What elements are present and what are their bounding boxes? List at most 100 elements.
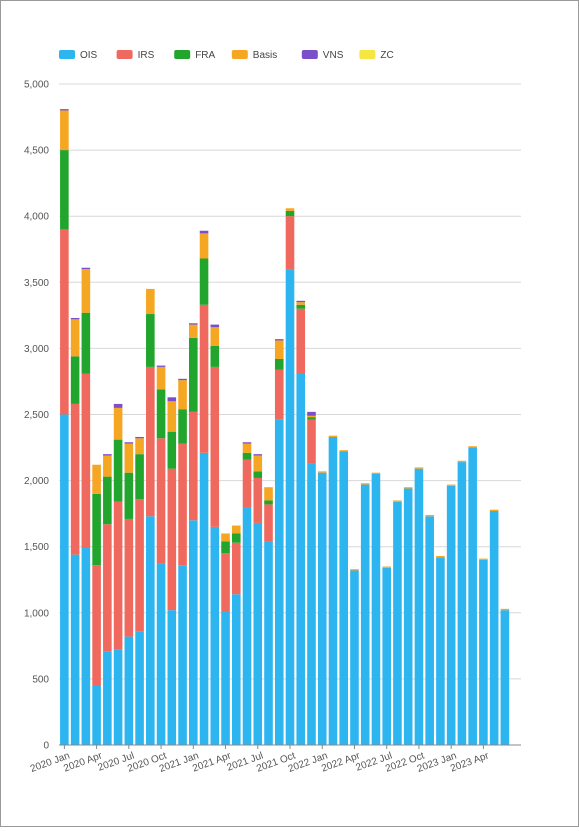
legend-label: IRS <box>138 50 155 61</box>
bar-basis <box>285 208 295 211</box>
bar-vns <box>199 230 209 234</box>
bar-irs <box>221 553 230 612</box>
legend-swatch <box>231 50 248 59</box>
bar-ois <box>178 565 187 745</box>
bar-ois <box>436 557 445 745</box>
y-tick-label: 2,000 <box>24 476 49 487</box>
legend-label: ZC <box>380 50 393 61</box>
legend-item-fra: FRA <box>174 50 216 61</box>
bar-irs <box>70 403 80 555</box>
bar-irs <box>242 459 252 508</box>
bar-ois <box>146 516 155 745</box>
bar-basis <box>231 525 241 534</box>
bar-vns <box>113 403 123 408</box>
bar-ois <box>231 594 241 745</box>
bar-ois <box>285 269 295 745</box>
bar-basis <box>468 446 477 448</box>
bar-irs <box>210 366 220 527</box>
bar-fra <box>242 452 252 460</box>
y-tick-label: 1,000 <box>24 608 49 619</box>
bar-ois <box>81 548 91 745</box>
bar-vns <box>189 323 198 325</box>
bar-basis <box>479 558 488 560</box>
bar-ois <box>210 526 220 745</box>
bar-ois <box>446 485 456 745</box>
bar-basis <box>339 450 349 452</box>
bar-basis <box>178 380 187 410</box>
bar-ois <box>393 501 402 745</box>
bar-basis <box>210 327 220 346</box>
bar-basis <box>70 319 80 357</box>
bar-irs <box>231 542 241 595</box>
bar-basis <box>446 484 456 486</box>
bar-irs <box>135 499 144 632</box>
bar-ois <box>92 685 101 745</box>
bar-ois <box>167 610 177 745</box>
bar-fra <box>124 472 134 519</box>
bar-irs <box>264 504 273 542</box>
bar-fra <box>178 409 187 444</box>
bar-basis <box>382 566 391 568</box>
bar-basis <box>436 555 445 558</box>
bar-vns <box>124 442 134 444</box>
bar-fra <box>167 431 177 469</box>
bar-irs <box>296 308 306 374</box>
bar-basis <box>403 487 413 489</box>
bar-basis <box>489 509 499 511</box>
bar-irs <box>103 524 112 652</box>
y-tick-label: 2,500 <box>24 410 49 421</box>
bar-fra <box>92 493 101 566</box>
bar-irs <box>124 518 134 637</box>
bar-vns <box>296 300 306 303</box>
y-tick-label: 4,500 <box>24 146 49 157</box>
bar-ois <box>371 473 381 745</box>
bar-irs <box>167 468 177 611</box>
bar-ois <box>382 567 391 745</box>
legend-item-zc: ZC <box>359 50 394 61</box>
legend-item-ois: OIS <box>59 50 98 61</box>
bar-basis <box>60 110 69 151</box>
legend-label: Basis <box>253 50 277 61</box>
bar-irs <box>189 411 198 521</box>
bar-fra <box>274 358 284 370</box>
y-axis: 0 500 1,000 1,500 2,000 2,500 3,000 3,500 4,000 4… <box>24 80 49 752</box>
bar-basis <box>371 472 381 474</box>
bar-basis <box>221 533 230 542</box>
bar-ois <box>489 511 499 745</box>
bar-fra <box>253 471 263 478</box>
bar-ois <box>189 520 198 745</box>
bar-basis <box>103 455 112 477</box>
legend-label: OIS <box>80 50 98 61</box>
bar-vns <box>103 454 112 456</box>
bar-ois <box>307 463 316 745</box>
legend-label: FRA <box>195 50 215 61</box>
bar-vns <box>307 411 316 416</box>
bar-vns <box>70 317 80 320</box>
bar-irs <box>146 366 155 517</box>
bar-basis <box>113 407 123 440</box>
bar-irs <box>92 565 101 686</box>
bar-fra <box>70 356 80 404</box>
bar-ois <box>403 488 413 745</box>
bar-basis <box>264 487 273 501</box>
bar-vns <box>135 436 144 439</box>
legend-swatch <box>59 50 75 59</box>
bar-vns <box>274 339 284 341</box>
bar-basis <box>92 464 101 494</box>
bar-vns <box>156 365 166 367</box>
bar-vns <box>242 442 252 444</box>
bar-ois <box>479 559 488 745</box>
bar-irs <box>199 304 209 453</box>
legend-swatch <box>116 50 133 59</box>
bar-basis <box>274 340 284 359</box>
bar-basis <box>317 471 327 473</box>
bar-irs <box>274 369 284 420</box>
bar-basis <box>199 233 209 259</box>
legend-item-irs: IRS <box>116 50 155 61</box>
bar-basis <box>253 455 263 472</box>
bar-ois <box>264 541 273 745</box>
bar-basis <box>393 500 402 502</box>
bar-vns <box>167 397 177 402</box>
